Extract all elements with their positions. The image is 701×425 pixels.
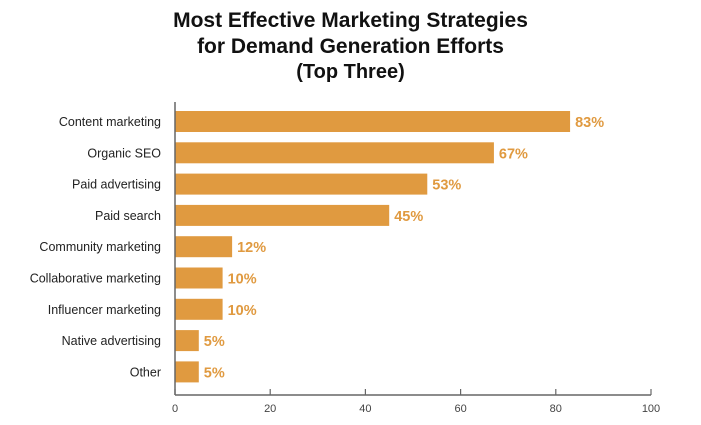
x-tick-label: 20: [264, 403, 276, 415]
bar: [175, 236, 233, 258]
bar: [175, 173, 428, 195]
chart-title-line2: for Demand Generation Efforts: [197, 35, 504, 58]
x-tick-label: 80: [550, 403, 562, 415]
x-tick-label: 60: [454, 403, 466, 415]
data-label: 12%: [237, 240, 266, 256]
chart-subtitle: (Top Three): [296, 61, 405, 83]
category-label: Native advertising: [62, 334, 161, 348]
category-label: Content marketing: [59, 115, 161, 129]
bar: [175, 111, 571, 132]
bar: [175, 298, 223, 320]
x-tick-label: 0: [172, 403, 178, 415]
data-label: 10%: [228, 272, 257, 288]
category-label: Paid advertising: [72, 178, 161, 192]
bar: [175, 142, 494, 164]
bar: [175, 330, 199, 352]
data-label: 5%: [204, 334, 225, 350]
category-label: Collaborative marketing: [30, 272, 161, 286]
bar: [175, 361, 199, 383]
chart-title: Most Effective Marketing Strategies: [173, 9, 528, 32]
category-label: Paid search: [95, 209, 161, 223]
x-tick-label: 100: [642, 403, 660, 415]
data-label: 53%: [432, 178, 461, 194]
data-label: 10%: [228, 303, 257, 319]
data-label: 45%: [394, 209, 423, 225]
category-label: Influencer marketing: [48, 303, 161, 317]
data-label: 5%: [204, 365, 225, 381]
data-label: 67%: [499, 146, 528, 162]
data-label: 83%: [575, 115, 604, 131]
x-tick-label: 40: [359, 403, 371, 415]
category-label: Other: [130, 365, 161, 379]
category-label: Organic SEO: [87, 146, 161, 160]
bar: [175, 267, 223, 289]
bar: [175, 204, 390, 226]
category-label: Community marketing: [39, 240, 161, 254]
